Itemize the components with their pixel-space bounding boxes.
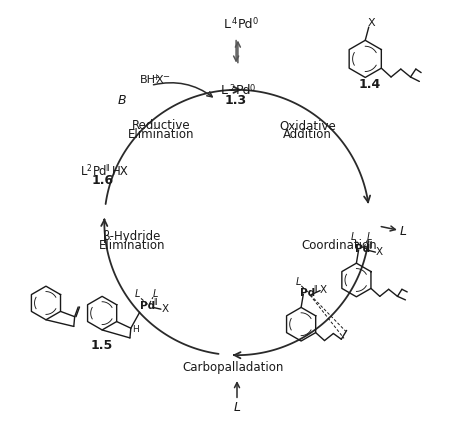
Text: 1.4: 1.4: [358, 78, 381, 91]
Text: Elimination: Elimination: [128, 128, 194, 141]
Text: β-Hydride: β-Hydride: [102, 230, 161, 243]
Text: L: L: [351, 232, 356, 242]
Text: 0: 0: [249, 84, 255, 93]
Text: II: II: [106, 165, 110, 174]
Text: L: L: [367, 232, 373, 242]
Text: Pd: Pd: [356, 244, 371, 254]
Text: X: X: [376, 247, 383, 257]
Text: L: L: [135, 289, 140, 299]
Text: L: L: [221, 84, 228, 97]
Text: Reductive: Reductive: [132, 119, 190, 132]
Text: L: L: [399, 225, 406, 238]
Text: Elimination: Elimination: [99, 239, 165, 252]
Text: X: X: [156, 75, 164, 85]
Text: L: L: [153, 289, 158, 299]
Text: B: B: [118, 94, 127, 107]
Text: Pd: Pd: [300, 288, 315, 298]
Text: 1.5: 1.5: [91, 339, 113, 352]
Text: 0: 0: [252, 17, 257, 26]
Text: 1.6: 1.6: [92, 174, 114, 186]
Text: HX: HX: [112, 165, 129, 178]
Text: −: −: [162, 73, 169, 81]
Text: Pd: Pd: [236, 84, 251, 97]
Text: Pd: Pd: [238, 18, 254, 31]
Text: L: L: [82, 165, 88, 178]
Text: Oxidative: Oxidative: [279, 120, 336, 133]
Text: 4: 4: [232, 17, 237, 26]
Text: Pd: Pd: [140, 301, 155, 311]
Text: 2: 2: [229, 84, 235, 93]
Text: Pd: Pd: [92, 165, 107, 178]
Text: H: H: [132, 325, 138, 334]
Text: 1.3: 1.3: [225, 94, 247, 107]
Text: II: II: [153, 298, 157, 307]
Text: X: X: [161, 304, 168, 314]
Text: Addition: Addition: [283, 129, 332, 142]
Text: II: II: [369, 241, 373, 250]
Text: L: L: [223, 18, 230, 31]
Text: II: II: [313, 285, 318, 294]
Text: X: X: [320, 285, 327, 295]
Text: X: X: [367, 18, 375, 28]
Text: Carbopalladation: Carbopalladation: [182, 361, 283, 374]
Text: L: L: [296, 277, 301, 287]
Text: +: +: [152, 73, 159, 81]
Text: Coordination: Coordination: [301, 239, 376, 252]
Text: BH: BH: [140, 75, 156, 85]
Text: L: L: [234, 401, 240, 414]
Text: 2: 2: [87, 165, 91, 174]
